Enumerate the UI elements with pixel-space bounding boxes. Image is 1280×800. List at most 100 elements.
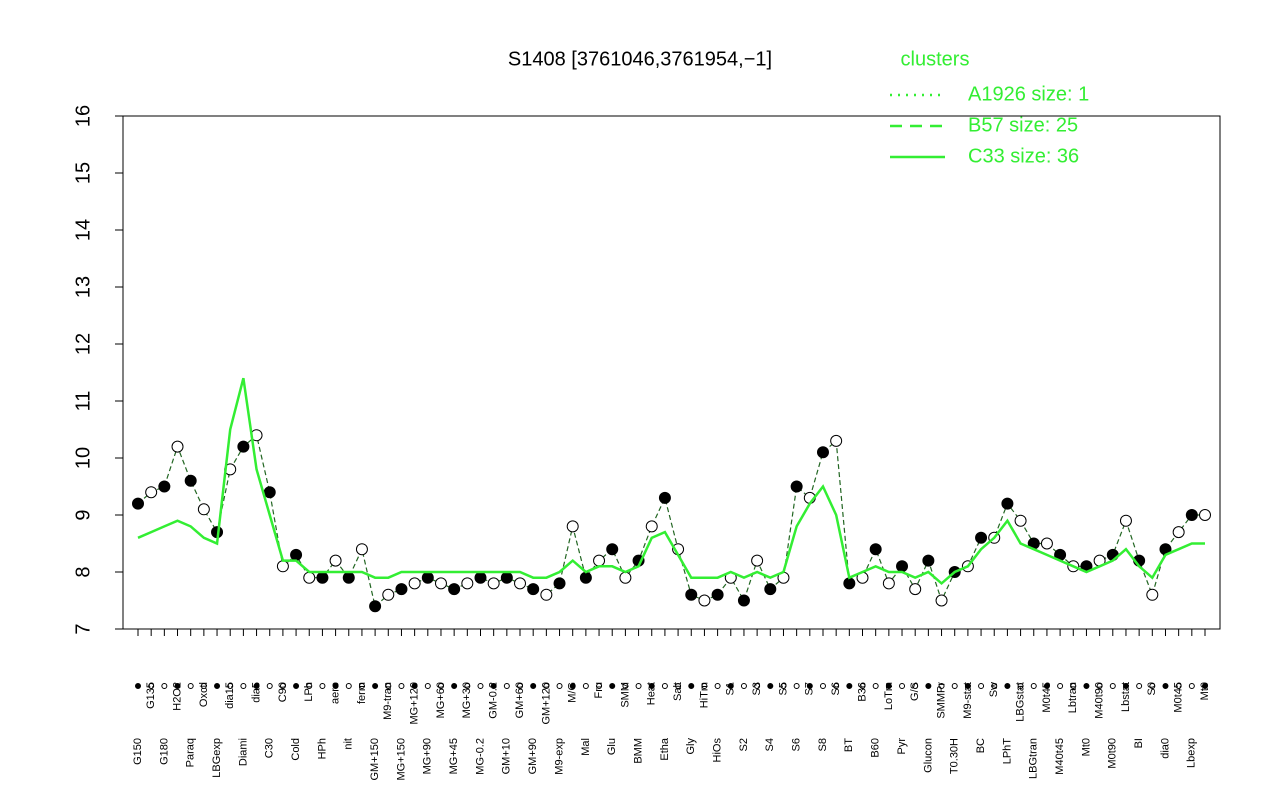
x-tick-label: SMM bbox=[619, 682, 631, 708]
point bbox=[909, 583, 922, 596]
y-tick-label: 16 bbox=[72, 105, 94, 127]
x-tick-dot bbox=[530, 683, 537, 689]
point bbox=[421, 571, 434, 584]
point bbox=[645, 520, 658, 533]
x-tick-label: S6 bbox=[830, 682, 842, 695]
x-tick-dot bbox=[1096, 683, 1103, 689]
point bbox=[290, 548, 303, 561]
point bbox=[737, 594, 750, 607]
y-tick-label: 15 bbox=[72, 162, 94, 184]
x-tick-label: MG+30 bbox=[461, 682, 473, 718]
x-tick-label: S0 bbox=[1146, 682, 1158, 695]
x-tick-dot bbox=[293, 683, 300, 689]
x-tick-label: Cold bbox=[290, 738, 302, 761]
point bbox=[606, 543, 619, 556]
x-tick-label: Paraq bbox=[185, 738, 197, 767]
point bbox=[276, 560, 289, 573]
x-tick-dot bbox=[609, 683, 616, 689]
y-tick-label: 8 bbox=[72, 566, 94, 577]
y-tick-label: 11 bbox=[72, 391, 94, 412]
x-tick-label: BI bbox=[1133, 738, 1145, 748]
x-tick-label: B60 bbox=[870, 738, 882, 758]
x-tick-label: HiTm bbox=[698, 682, 710, 708]
x-tick-dot bbox=[938, 683, 945, 689]
x-tick-label: S2 bbox=[738, 738, 750, 751]
series-line bbox=[137, 434, 1205, 608]
x-tick-label: dia0 bbox=[1159, 738, 1171, 759]
x-tick-label: Fru bbox=[593, 682, 605, 699]
x-tick-label: G150 bbox=[132, 738, 144, 765]
x-tick-label: C90 bbox=[277, 682, 289, 702]
x-tick-dot bbox=[253, 683, 260, 689]
x-tick-label: G180 bbox=[158, 738, 170, 765]
x-tick-label: S8 bbox=[817, 738, 829, 751]
x-tick-dot bbox=[714, 683, 721, 689]
point bbox=[896, 560, 909, 573]
x-tick-label: Lbstat bbox=[1120, 682, 1132, 712]
point bbox=[263, 486, 276, 499]
x-tick-dot bbox=[1070, 683, 1077, 689]
x-tick-dot bbox=[872, 683, 879, 689]
x-tick-dot bbox=[859, 683, 866, 689]
point bbox=[514, 577, 527, 590]
point bbox=[593, 554, 606, 567]
x-tick-dot bbox=[1109, 683, 1116, 689]
point bbox=[566, 520, 579, 533]
x-tick-label: GM+120 bbox=[540, 682, 552, 725]
x-tick-label: BT bbox=[843, 738, 855, 752]
x-tick-dot bbox=[951, 683, 958, 689]
x-tick-dot bbox=[411, 683, 418, 689]
y-tick-label: 13 bbox=[72, 276, 94, 298]
x-tick-label: MG+60 bbox=[435, 682, 447, 718]
point bbox=[408, 577, 421, 590]
point bbox=[830, 434, 843, 447]
point bbox=[619, 571, 632, 584]
x-tick-label: LBGtran bbox=[1028, 738, 1040, 779]
x-tick-dot bbox=[622, 683, 629, 689]
x-tick-label: M9-tran bbox=[382, 682, 394, 720]
x-tick-dot bbox=[1175, 683, 1182, 689]
point bbox=[474, 571, 487, 584]
x-tick-dot bbox=[543, 683, 550, 689]
x-tick-label: LBGexp bbox=[211, 738, 223, 778]
x-tick-dot bbox=[306, 683, 313, 689]
x-tick-dot bbox=[648, 683, 655, 689]
x-tick-dot bbox=[806, 683, 813, 689]
x-tick-label: Gly bbox=[685, 738, 697, 755]
point bbox=[132, 497, 144, 510]
point bbox=[975, 531, 988, 544]
point bbox=[487, 577, 500, 590]
y-tick-label: 9 bbox=[72, 509, 94, 520]
x-tick-dot bbox=[503, 683, 510, 689]
point bbox=[1119, 514, 1132, 527]
x-tick-dot bbox=[451, 683, 458, 689]
point bbox=[579, 571, 592, 584]
x-tick-dot bbox=[1057, 683, 1064, 689]
point bbox=[369, 600, 382, 613]
x-tick-label: dia15 bbox=[224, 682, 236, 709]
x-tick-dot bbox=[319, 683, 326, 689]
x-tick-label: Mal bbox=[580, 738, 592, 756]
x-tick-label: LPhT bbox=[1001, 738, 1013, 765]
x-tick-label: M9-exp bbox=[553, 738, 565, 775]
x-tick-dot bbox=[885, 683, 892, 689]
x-tick-label: GM+60 bbox=[514, 682, 526, 718]
x-tick-dot bbox=[582, 683, 589, 689]
x-tick-label: Diami bbox=[237, 738, 249, 766]
x-tick-dot bbox=[464, 683, 471, 689]
x-tick-label: GM-0.2 bbox=[488, 682, 500, 719]
x-tick-label: Glu bbox=[606, 738, 618, 755]
x-tick-label: Mt0 bbox=[1199, 682, 1211, 700]
point bbox=[197, 503, 210, 516]
point bbox=[303, 571, 316, 584]
x-tick-label: Sw bbox=[988, 682, 1000, 697]
x-tick-label: BMM bbox=[632, 738, 644, 764]
x-tick-label: S1 bbox=[725, 682, 737, 695]
point bbox=[553, 577, 566, 590]
x-tick-label: Mt0 bbox=[1080, 738, 1092, 756]
x-tick-dot bbox=[517, 683, 524, 689]
x-tick-dot bbox=[1122, 683, 1129, 689]
x-tick-label: G/S bbox=[909, 682, 921, 701]
point bbox=[329, 554, 342, 567]
x-tick-dot bbox=[1202, 683, 1208, 689]
